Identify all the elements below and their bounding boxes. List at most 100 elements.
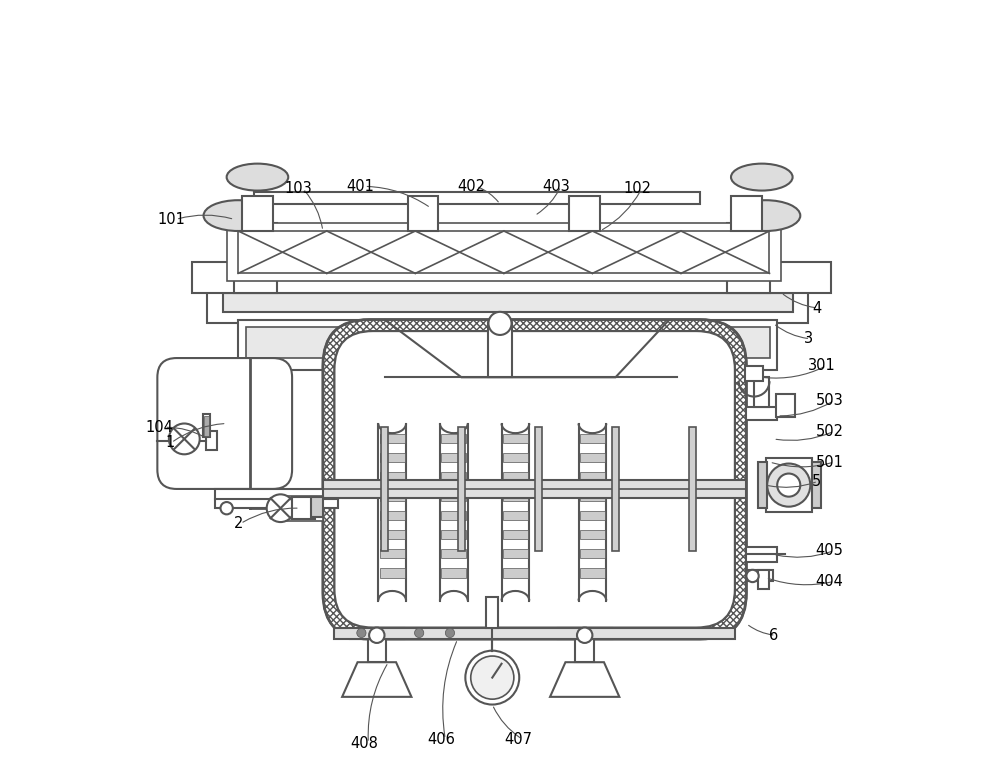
Circle shape [445,628,455,638]
Circle shape [369,628,385,643]
Text: 404: 404 [816,574,844,589]
Text: 406: 406 [427,732,455,747]
Bar [408,196,438,231]
Bar [284,496,323,521]
Text: 402: 402 [458,179,486,194]
Bar [215,489,338,508]
Bar [758,570,769,589]
Text: 407: 407 [504,732,532,747]
Circle shape [767,464,810,507]
Text: 1: 1 [165,435,174,450]
Text: 403: 403 [542,179,570,194]
Text: 6: 6 [769,628,779,643]
Bar [441,530,466,539]
Bar [380,491,405,500]
Bar [580,530,605,539]
Bar [380,511,405,520]
Text: 401: 401 [346,179,374,194]
Bar [503,472,528,481]
Bar [580,568,605,578]
Bar [234,223,277,293]
Bar [503,434,528,443]
Circle shape [220,502,233,514]
Bar [242,196,273,231]
FancyBboxPatch shape [323,320,746,639]
Text: 102: 102 [623,181,651,196]
Text: 301: 301 [808,358,836,373]
Text: 101: 101 [157,212,185,227]
Text: 501: 501 [816,454,844,470]
Bar [254,192,700,204]
Bar [350,628,404,639]
Bar [503,568,528,578]
Bar [503,530,528,539]
Bar [238,320,777,370]
Ellipse shape [227,164,288,191]
Bar [758,462,767,508]
Ellipse shape [731,200,800,231]
Text: 503: 503 [816,393,843,408]
Circle shape [267,494,294,522]
Bar [727,223,770,293]
Polygon shape [550,662,619,697]
Circle shape [357,628,366,638]
Circle shape [415,628,424,638]
Bar [368,639,386,662]
Bar [334,628,735,639]
Bar [776,394,795,417]
FancyBboxPatch shape [334,331,735,628]
Bar [441,549,466,558]
FancyBboxPatch shape [157,358,292,489]
Bar [746,407,777,420]
Circle shape [577,628,592,643]
Bar [746,570,773,581]
Bar [503,453,528,462]
Bar [380,530,405,539]
Circle shape [488,312,512,335]
Circle shape [471,656,514,699]
Bar [441,434,466,443]
Bar [486,597,498,628]
Text: 502: 502 [816,424,844,439]
Bar [558,628,612,639]
Bar [380,453,405,462]
Bar [580,453,605,462]
Text: 104: 104 [146,420,174,435]
Circle shape [465,651,519,705]
Bar [292,497,315,519]
FancyBboxPatch shape [334,331,735,628]
Bar [580,434,605,443]
Bar [458,427,465,551]
Text: 408: 408 [350,735,378,751]
Bar [380,472,405,481]
Text: 103: 103 [284,181,312,196]
Bar [204,416,209,436]
Bar [238,231,769,273]
Bar [192,262,831,293]
Bar [731,196,762,231]
Bar [441,511,466,520]
Bar [754,377,769,407]
Bar [580,549,605,558]
Bar [488,323,512,377]
Bar [503,549,528,558]
Bar [569,196,600,231]
Bar [207,281,808,323]
Text: 5: 5 [812,474,821,489]
Bar [503,491,528,500]
Bar [612,427,619,551]
Bar [812,462,821,508]
Bar [535,427,542,551]
Bar [503,511,528,520]
Text: 3: 3 [804,331,813,347]
Bar [227,223,781,281]
Ellipse shape [204,200,273,231]
Bar [223,293,793,312]
Bar [746,547,777,562]
Text: 2: 2 [234,516,244,531]
Bar [246,327,770,358]
Bar [580,491,605,500]
Bar [580,472,605,481]
Bar [689,427,696,551]
Bar [441,453,466,462]
